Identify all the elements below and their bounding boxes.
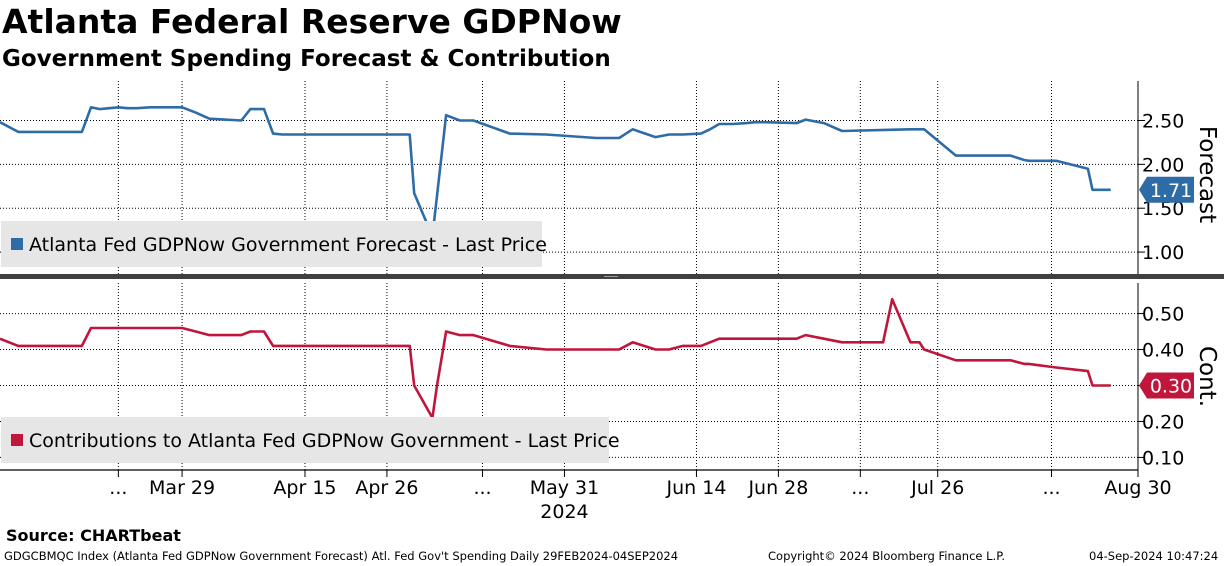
source-label: Source: CHARTbeat (6, 526, 181, 545)
x-tick-label: Aug 30 (1104, 477, 1171, 499)
legend-layer: Atlanta Fed GDPNow Government Forecast -… (1, 221, 620, 463)
series-layer (0, 106, 1111, 420)
last-value-badge-contribution (1139, 372, 1194, 399)
y-tick-label-contribution: 0.50 (1142, 304, 1184, 326)
chart-title: Atlanta Federal Reserve GDPNow (2, 2, 622, 41)
legend-swatch-forecast (11, 238, 23, 250)
x-tick-label: Jul 26 (910, 477, 964, 499)
index-info: GDGCBMQC Index (Atlanta Fed GDPNow Gover… (4, 549, 679, 563)
x-tick-label: May 31 (530, 477, 600, 499)
legend-box-contribution (1, 417, 609, 463)
y-tick-label-forecast: 1.50 (1142, 198, 1184, 220)
last-value-layer: 1.71 0.30 (1139, 176, 1194, 399)
y-tick-label-forecast: 2.50 (1142, 110, 1184, 132)
chart-area: 1.00 1.50 2.00 2.50 Forecast 0.10 0.20 0.30 0.40… (0, 81, 1224, 520)
y-tick-label-forecast: 1.00 (1142, 242, 1184, 264)
x-tick-label: ... (851, 477, 869, 499)
frame-layer (0, 81, 1224, 471)
y-tick-label-contribution: 0.40 (1142, 340, 1184, 362)
y-tick-label-contribution: 0.10 (1142, 447, 1184, 469)
x-tick-label: Mar 29 (149, 477, 215, 499)
x-tick-label: ... (1042, 477, 1060, 499)
x-tick-label: Jun 28 (747, 477, 808, 499)
series-line-contribution (0, 297, 1111, 420)
x-tick-label: Apr 26 (355, 477, 418, 499)
last-value-label-contribution: 0.30 (1150, 375, 1192, 397)
timestamp: 04-Sep-2024 10:47:24 (1089, 549, 1219, 563)
copyright-text: Copyright© 2024 Bloomberg Finance L.P. (768, 549, 1005, 563)
last-value-badge-forecast (1139, 176, 1194, 203)
legend-label-contribution: Contributions to Atlanta Fed GDPNow Gove… (29, 430, 620, 452)
x-tick-label: Apr 15 (273, 477, 336, 499)
x-tick-label: ... (109, 477, 127, 499)
chart-subtitle: Government Spending Forecast & Contribut… (2, 46, 611, 72)
y-tick-label-contribution: 0.20 (1142, 411, 1184, 433)
y-axis-title-contribution: Cont. (1194, 346, 1220, 407)
legend-swatch-contribution (11, 434, 23, 446)
y-axis-title-forecast: Forecast (1194, 126, 1220, 223)
y-tick-label-forecast: 2.00 (1142, 154, 1184, 176)
legend-label-forecast: Atlanta Fed GDPNow Government Forecast -… (29, 234, 547, 256)
x-tick-label: Jun 14 (666, 477, 727, 499)
last-value-label-forecast: 1.71 (1150, 180, 1192, 202)
x-year-label: 2024 (540, 501, 588, 520)
series-line-forecast (0, 106, 1111, 238)
legend-box-forecast (1, 221, 542, 267)
x-tick-label: ... (473, 477, 491, 499)
